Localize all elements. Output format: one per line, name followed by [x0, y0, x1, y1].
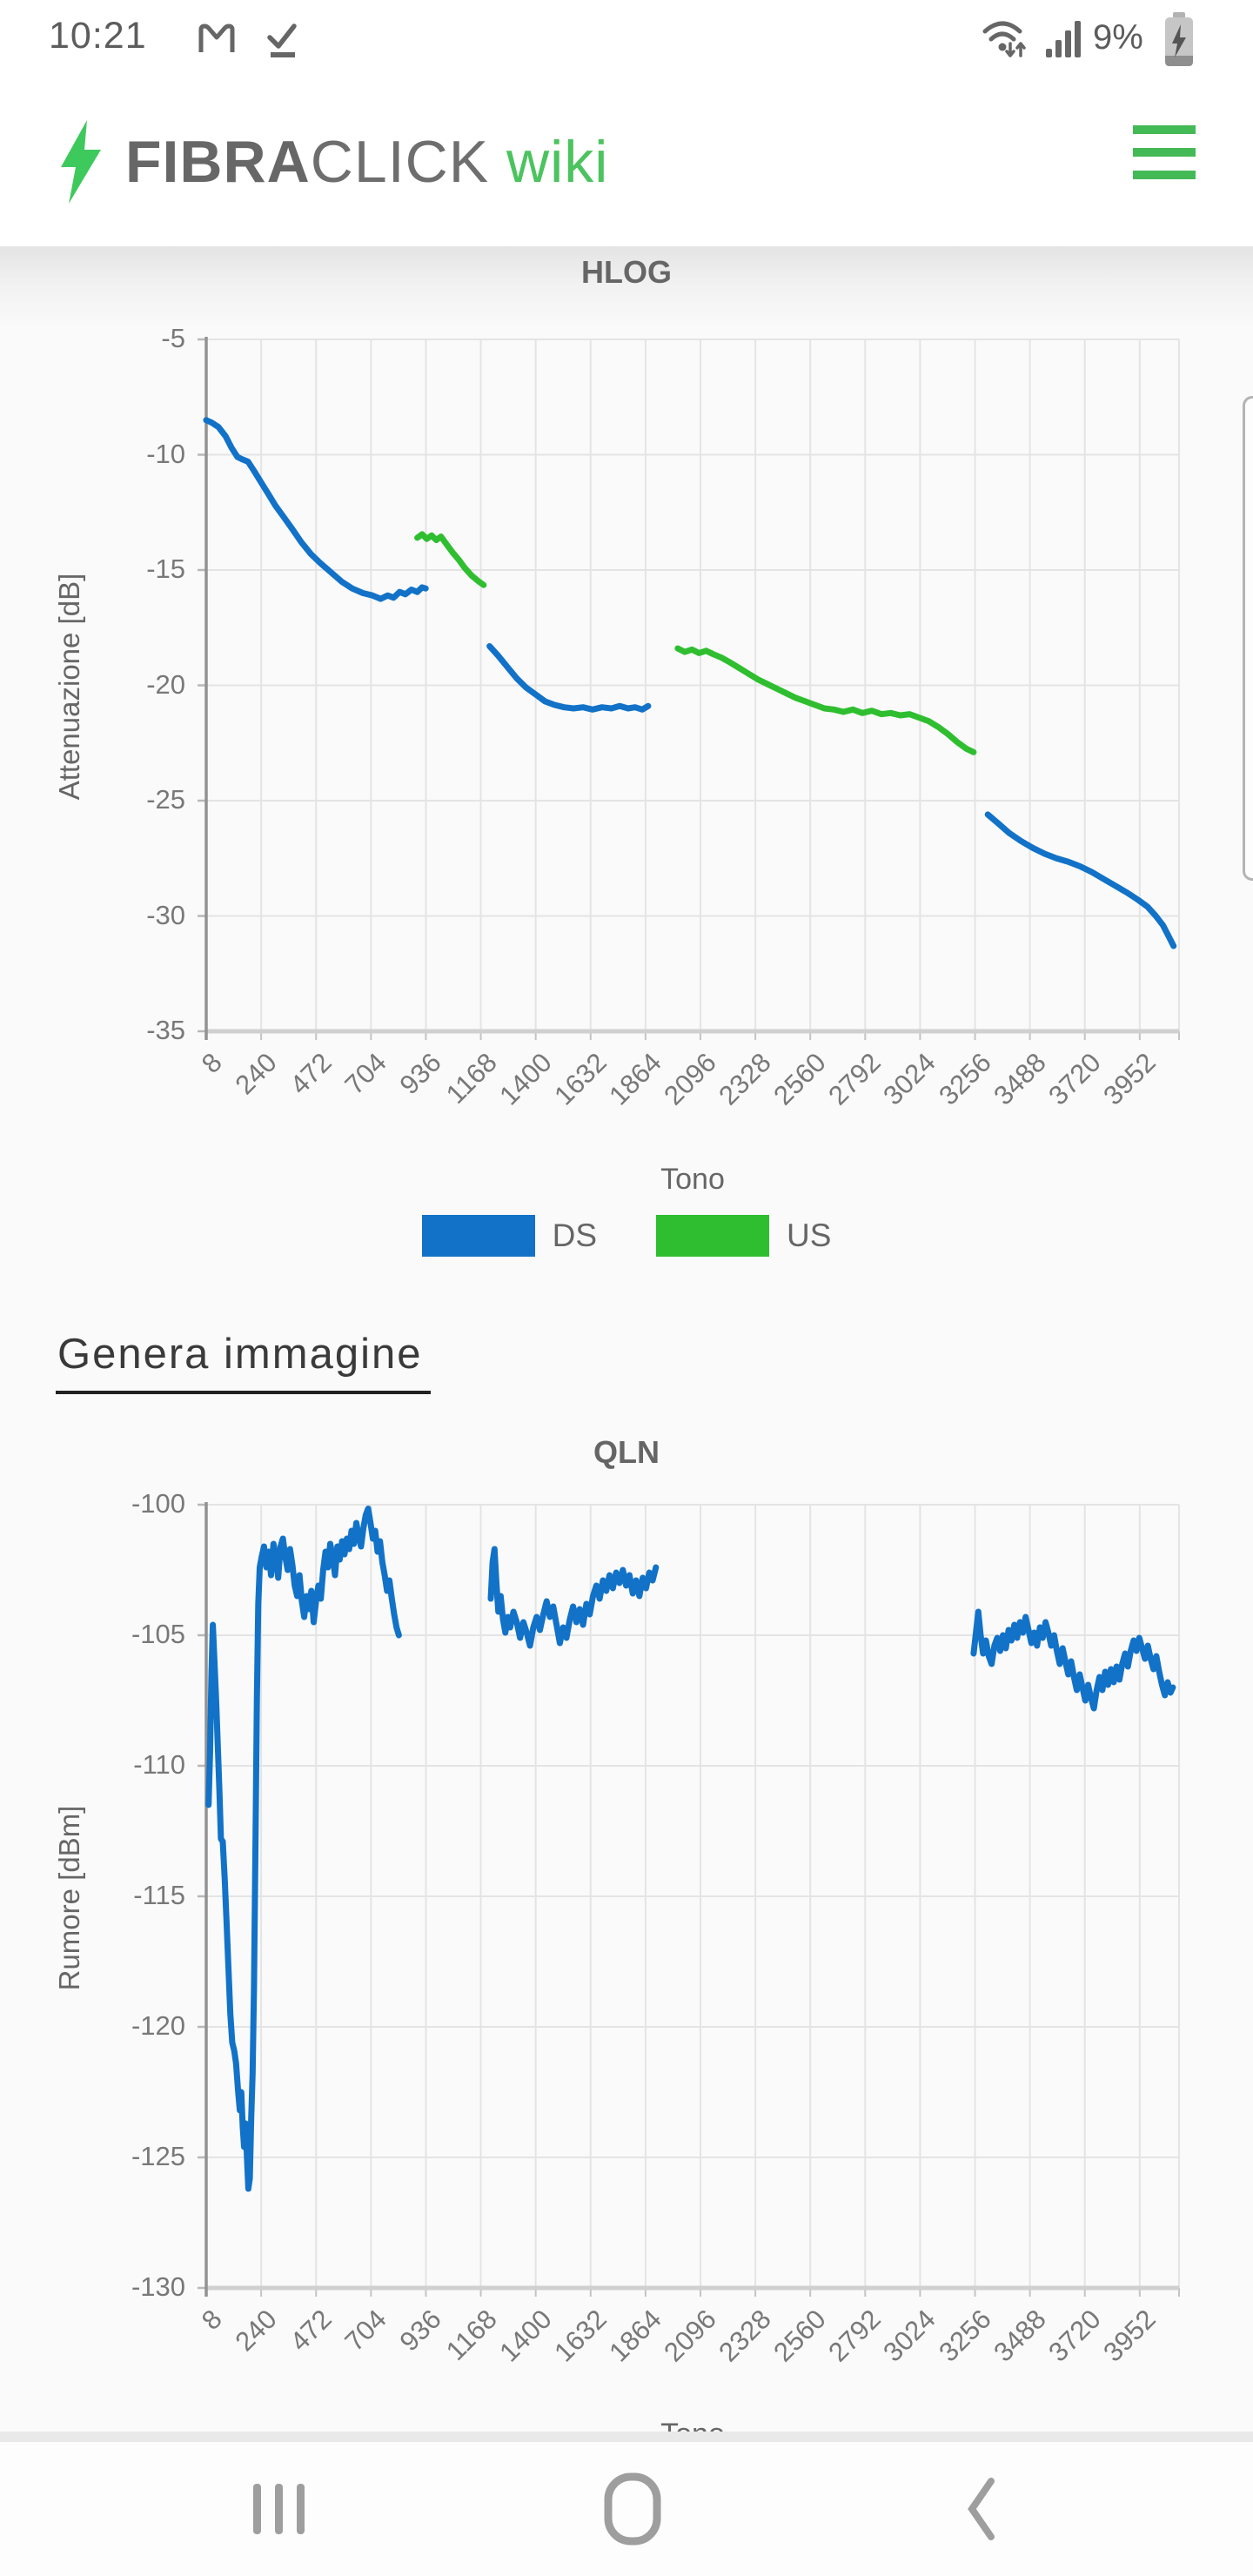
qln-series-ds — [205, 1506, 1176, 2192]
legend-swatch-ds[interactable] — [421, 1215, 535, 1257]
hlog-x-axis-title: Tono — [660, 1163, 725, 1196]
legend-label-ds[interactable]: DS — [552, 1218, 597, 1253]
battery-percent: 9% — [1093, 18, 1143, 57]
scrollbar-thumb[interactable] — [1243, 396, 1253, 881]
hamburger-bar — [1133, 171, 1196, 179]
hamburger-bar — [1133, 125, 1196, 134]
download-done-icon — [267, 23, 297, 57]
gmail-notification-icon — [198, 23, 235, 52]
qln-y-axis-title: Rumore [dBm] — [53, 1805, 85, 1991]
home-icon — [604, 2472, 661, 2546]
home-button[interactable] — [563, 2442, 702, 2576]
recents-button[interactable] — [209, 2442, 348, 2576]
hamburger-bar — [1133, 148, 1196, 157]
clock: 10:21 — [49, 15, 147, 57]
hlog-y-axis-title: Attenuazione [dB] — [53, 573, 85, 801]
wifi-icon — [982, 21, 1026, 57]
back-button[interactable] — [911, 2442, 1050, 2576]
legend-label-us[interactable]: US — [787, 1218, 832, 1253]
android-navbar — [0, 2442, 1253, 2576]
battery-charging-icon — [1165, 12, 1193, 66]
hlog-legend: DS US — [0, 1215, 1253, 1257]
legend-swatch-us[interactable] — [656, 1215, 769, 1257]
generate-image-link[interactable]: Genera immagine — [56, 1330, 432, 1394]
back-icon — [968, 2478, 995, 2540]
brand-wiki: wiki — [506, 129, 609, 195]
hlog-chart-title: HLOG — [581, 254, 672, 290]
page-bottom-strip — [0, 2432, 1253, 2442]
brand-fibra: FIBRA — [125, 129, 311, 195]
cellular-signal-icon — [1046, 21, 1081, 57]
hamburger-menu-button[interactable] — [1133, 125, 1196, 179]
header-shadow — [0, 246, 1253, 329]
hlog-series-us — [414, 531, 977, 755]
site-header: FIBRA CLICK wiki — [0, 77, 1253, 246]
fibraclick-logo[interactable]: FIBRA CLICK wiki — [61, 120, 608, 204]
brand-click: CLICK — [310, 129, 490, 195]
lightning-bolt-icon — [61, 120, 101, 204]
status-bar: 10:21 9% — [0, 0, 1253, 77]
hlog-series-ds — [203, 417, 1177, 949]
recents-icon — [246, 2484, 312, 2534]
qln-chart-title: QLN — [593, 1434, 660, 1470]
